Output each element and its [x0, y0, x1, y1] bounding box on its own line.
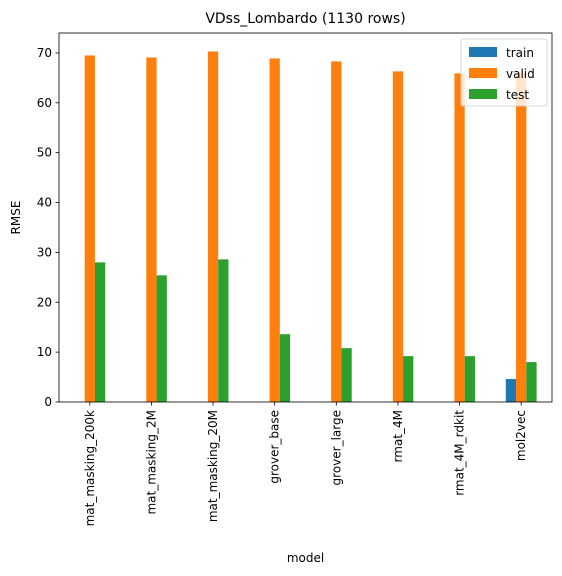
chart-title: VDss_Lombardo (1130 rows): [205, 11, 405, 27]
x-tick-label: rmat_4M_rdkit: [453, 410, 467, 496]
bar-test: [94, 262, 106, 402]
bar-valid: [331, 61, 342, 402]
bar-valid: [84, 55, 95, 403]
legend-swatch-test: [469, 89, 497, 99]
y-tick-label: 0: [44, 395, 52, 409]
y-tick-label: 10: [37, 345, 52, 359]
legend-swatch-valid: [469, 68, 497, 78]
x-tick-label: mat_masking_200k: [83, 410, 97, 526]
y-tick-label: 50: [37, 146, 52, 160]
plot-area: [58, 32, 553, 403]
x-axis: mat_masking_200k mat_masking_2M mat_maskin…: [83, 402, 528, 526]
bar-test: [156, 275, 167, 402]
y-tick-label: 60: [37, 96, 52, 110]
bar-test: [526, 362, 537, 402]
y-axis-label: RMSE: [9, 201, 23, 235]
bar-test: [464, 356, 475, 402]
bar-valid: [454, 73, 465, 403]
y-axis: 0 10 20 30 40 50 60 70: [37, 46, 59, 409]
bar-train: [505, 379, 517, 402]
bar-valid: [207, 51, 219, 402]
legend-label-test: test: [506, 88, 529, 102]
x-tick-label: rmat_4M: [391, 410, 405, 462]
x-tick-label: mat_masking_2M: [144, 410, 158, 515]
bar-test: [403, 356, 414, 402]
x-tick-label: mol2vec: [514, 410, 528, 461]
x-tick-label: grover_base: [268, 410, 282, 484]
y-tick-label: 30: [37, 245, 52, 259]
legend-label-train: train: [506, 46, 534, 60]
bar-valid: [146, 57, 157, 403]
x-tick-label: grover_large: [329, 410, 343, 485]
bar-test: [279, 334, 291, 402]
x-tick-label: mat_masking_20M: [206, 410, 220, 522]
legend-label-valid: valid: [506, 67, 535, 81]
bar-valid: [392, 71, 404, 403]
plot-frame: [58, 32, 553, 403]
y-tick-label: 40: [37, 196, 52, 210]
legend-swatch-train: [469, 47, 497, 57]
bar-valid: [269, 58, 280, 402]
x-axis-label: model: [287, 551, 324, 565]
bar-valid: [516, 72, 527, 402]
bar-test: [218, 259, 229, 402]
y-tick-label: 70: [37, 46, 52, 60]
legend: train valid test: [460, 38, 548, 107]
y-tick-label: 20: [37, 295, 52, 309]
bar-test: [341, 348, 352, 402]
